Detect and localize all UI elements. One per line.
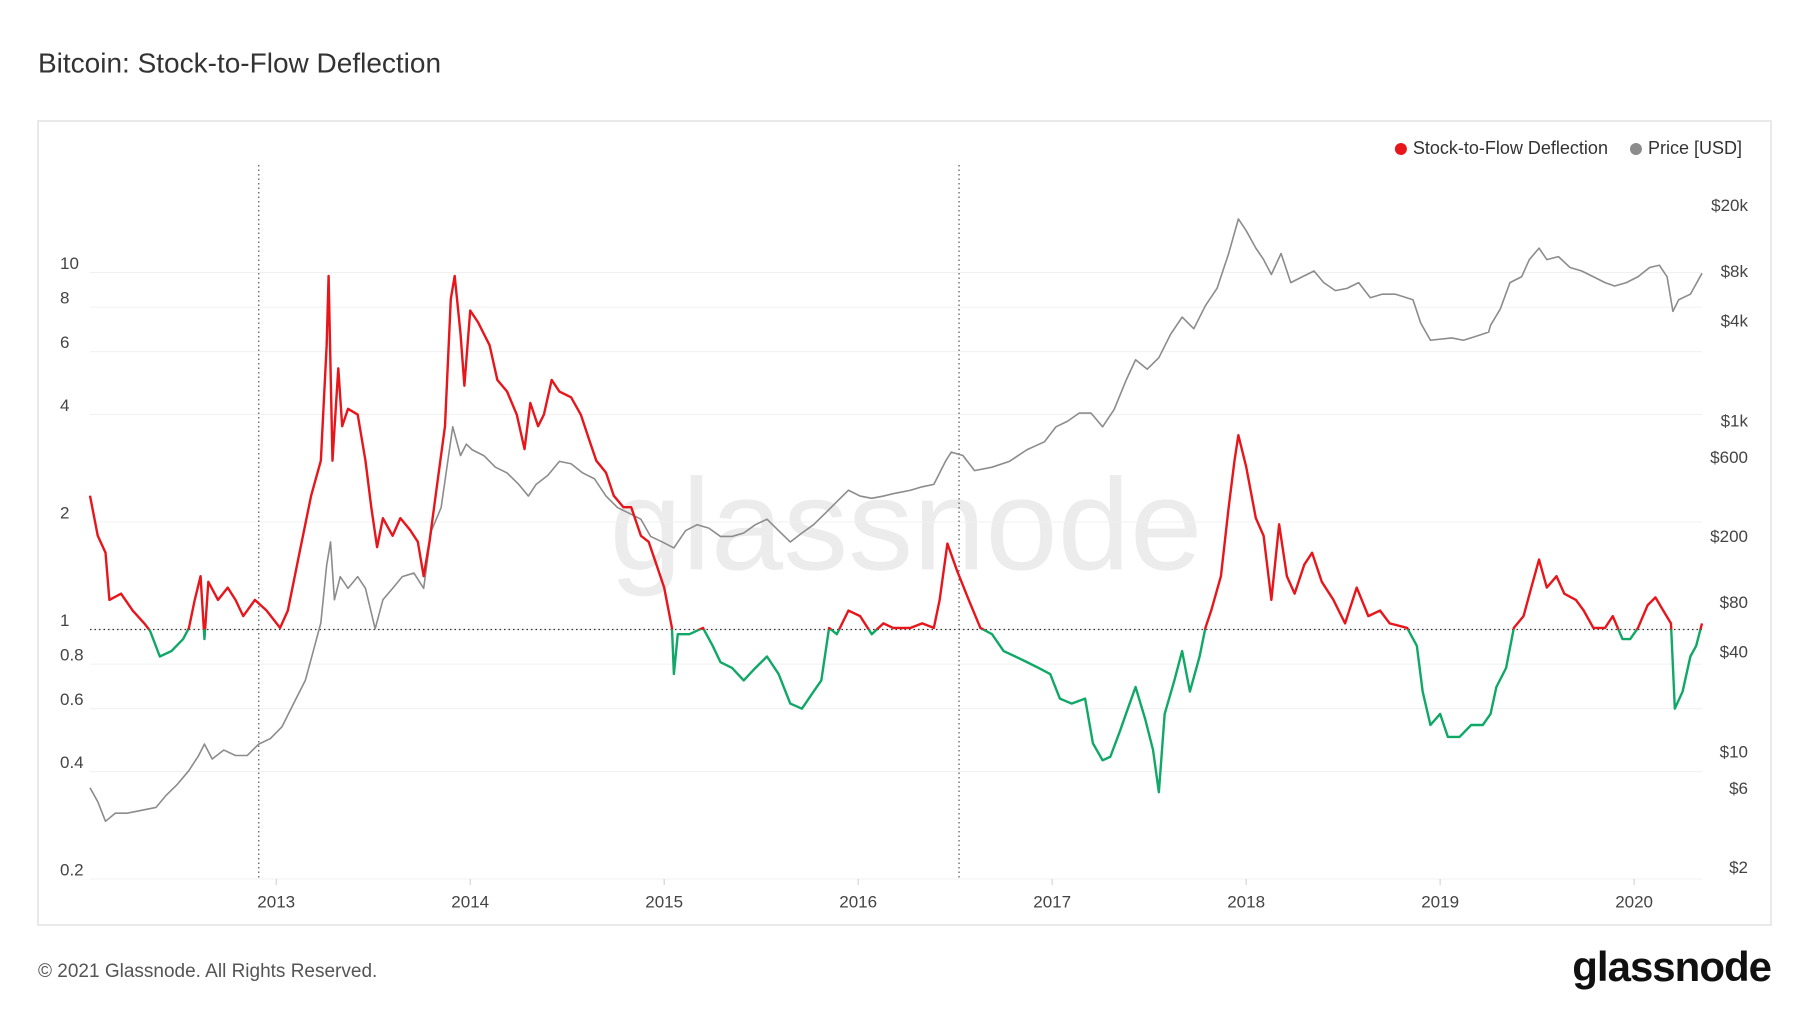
y-tick-label: 1	[60, 611, 69, 630]
y-tick-label: 0.4	[60, 753, 84, 772]
y2-tick-label: $2	[1729, 858, 1748, 877]
y-tick-label: 0.8	[60, 646, 84, 665]
y2-tick-label: $200	[1710, 527, 1748, 546]
y-tick-label: 2	[60, 503, 69, 522]
chart-frame	[37, 120, 1772, 926]
x-tick-label: 2015	[645, 892, 683, 911]
y-tick-label: 4	[60, 396, 69, 415]
y2-tick-label: $8k	[1721, 262, 1749, 281]
y2-tick-label: $20k	[1711, 196, 1748, 215]
x-tick-label: 2013	[257, 892, 295, 911]
y-tick-label: 0.2	[60, 860, 84, 879]
y-tick-label: 10	[60, 254, 79, 273]
series-line	[89, 218, 1703, 823]
y-tick-label: 6	[60, 333, 69, 352]
footer: © 2021 Glassnode. All Rights Reserved.	[38, 961, 377, 982]
x-tick-label: 2019	[1421, 892, 1459, 911]
series-line	[88, 274, 1704, 794]
x-tick-label: 2018	[1227, 892, 1265, 911]
x-tick-label: 2014	[451, 892, 489, 911]
y2-tick-label: $40	[1720, 643, 1748, 662]
watermark: glassnode	[610, 451, 1203, 597]
y2-tick-label: $600	[1710, 448, 1748, 467]
x-tick-label: 2016	[839, 892, 877, 911]
y-tick-label: 0.6	[60, 690, 84, 709]
brand-logo: glassnode	[1572, 943, 1771, 990]
chart-title: Bitcoin: Stock-to-Flow Deflection	[38, 47, 441, 78]
y2-tick-label: $6	[1729, 779, 1748, 798]
legend-label: Price [USD]	[1648, 138, 1742, 158]
y2-tick-label: $10	[1720, 742, 1748, 761]
y-tick-label: 8	[60, 289, 69, 308]
x-tick-label: 2020	[1615, 892, 1653, 911]
legend-swatch	[1629, 143, 1642, 155]
y2-tick-label: $80	[1720, 593, 1748, 612]
legend-swatch	[1394, 143, 1407, 155]
x-tick-label: 2017	[1033, 892, 1071, 911]
legend-label: Stock-to-Flow Deflection	[1413, 138, 1608, 158]
y2-tick-label: $1k	[1721, 411, 1749, 430]
y2-tick-label: $4k	[1721, 312, 1749, 331]
